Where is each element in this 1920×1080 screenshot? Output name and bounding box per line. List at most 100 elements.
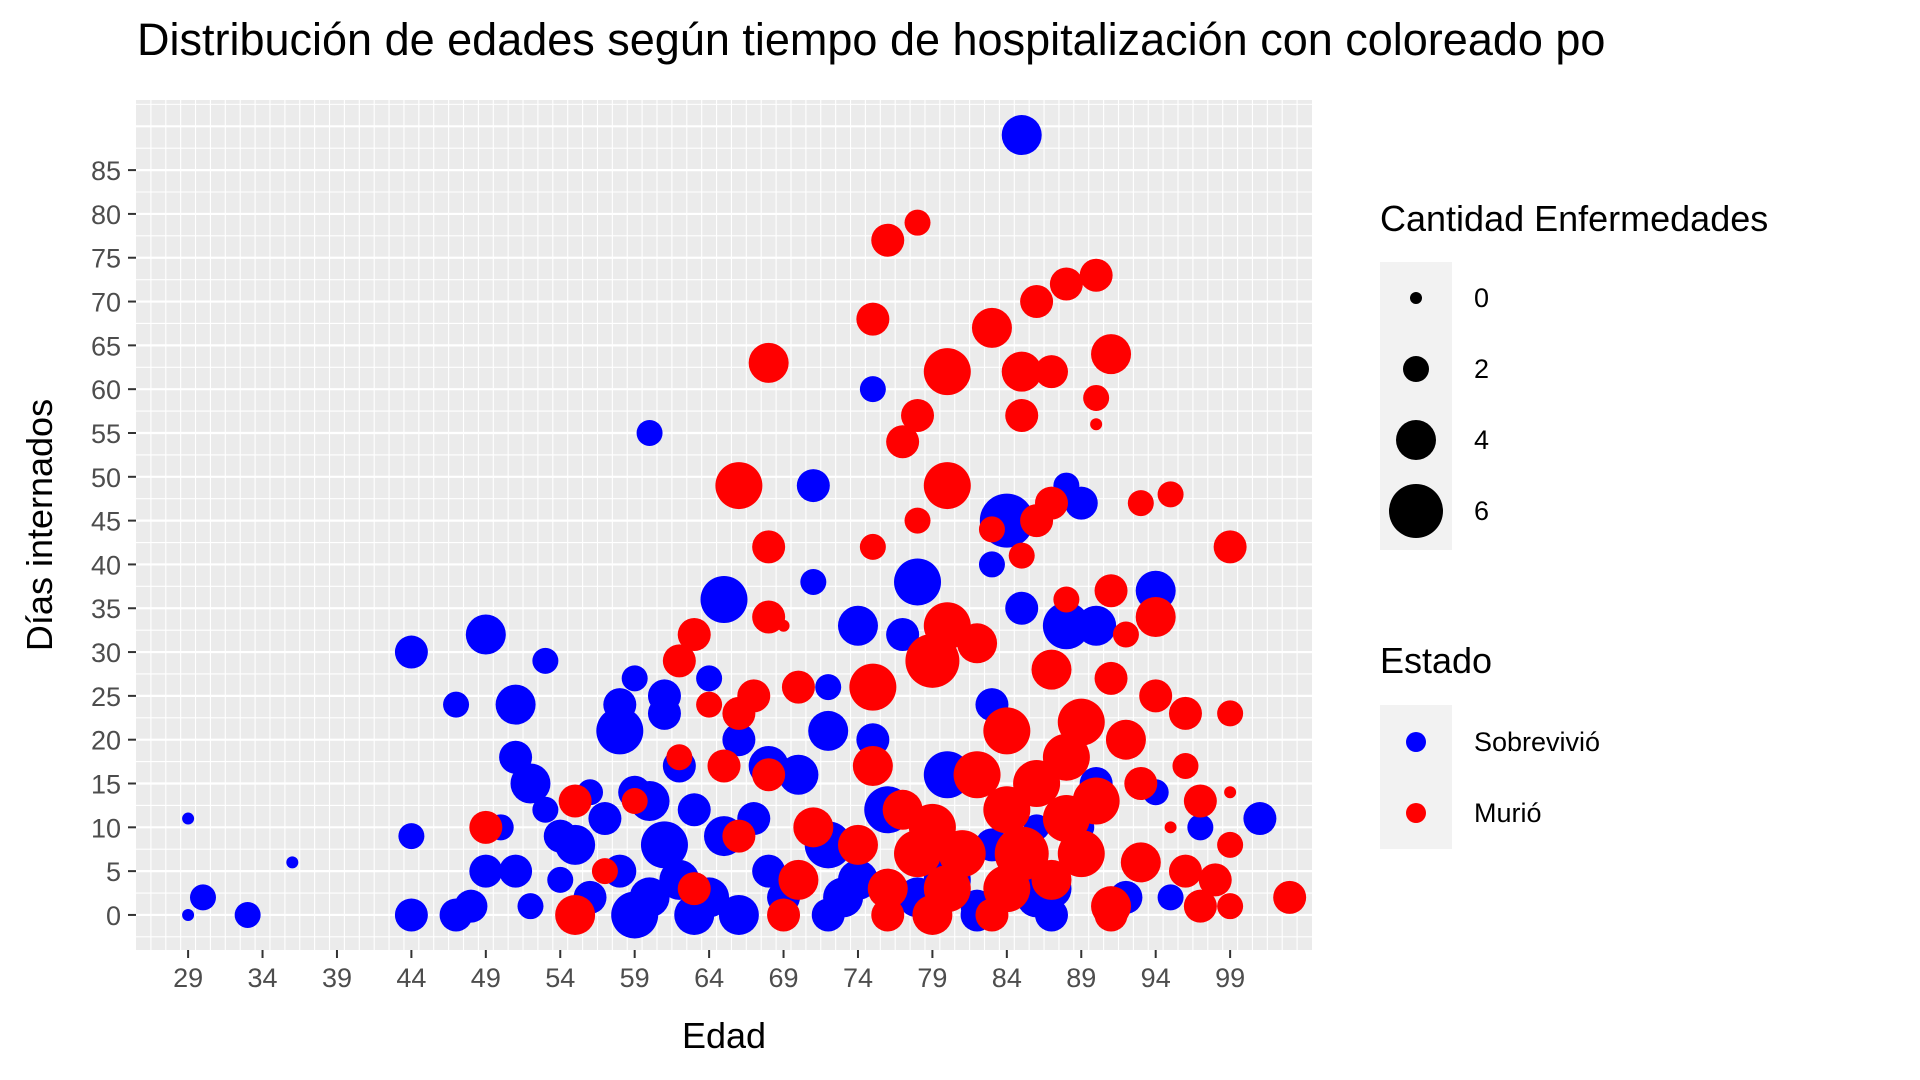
point-died xyxy=(1164,821,1177,834)
y-tick-label: 20 xyxy=(91,726,121,756)
point-survived xyxy=(894,558,942,606)
point-survived xyxy=(1005,591,1039,625)
size-legend-label: 2 xyxy=(1474,354,1490,384)
point-survived xyxy=(469,854,503,888)
point-survived xyxy=(1157,884,1184,911)
point-died xyxy=(1057,698,1105,746)
point-died xyxy=(1213,530,1247,564)
size-legend-key xyxy=(1410,292,1422,304)
point-died xyxy=(558,784,592,818)
point-died xyxy=(722,819,756,853)
point-survived xyxy=(182,908,195,921)
size-legend-label: 0 xyxy=(1474,283,1490,313)
point-died xyxy=(859,533,886,560)
x-tick-label: 74 xyxy=(843,963,873,993)
point-died xyxy=(912,894,953,935)
point-died xyxy=(1083,384,1110,411)
data-points xyxy=(182,115,1307,939)
point-died xyxy=(1168,696,1202,730)
point-died xyxy=(1079,258,1113,292)
point-survived xyxy=(1076,605,1117,646)
y-tick-label: 0 xyxy=(106,901,121,931)
point-survived xyxy=(443,691,470,718)
color-legend-title: Estado xyxy=(1380,640,1493,681)
x-axis: 29 34 39 44 49 54 59 64 69 74 79 84 89 94 99 xyxy=(173,950,1245,993)
point-died xyxy=(938,830,986,878)
point-survived xyxy=(182,812,195,825)
point-died xyxy=(1090,418,1103,431)
point-died xyxy=(781,670,815,704)
size-legend-key xyxy=(1396,420,1436,460)
point-survived xyxy=(532,796,559,823)
point-died xyxy=(778,859,819,900)
point-died xyxy=(777,619,790,632)
point-died xyxy=(591,858,618,885)
color-legend-label-died: Murió xyxy=(1474,798,1542,828)
point-survived xyxy=(886,618,920,652)
y-tick-label: 35 xyxy=(91,594,121,624)
point-survived xyxy=(532,647,559,674)
x-tick-label: 29 xyxy=(173,963,203,993)
point-died xyxy=(1001,351,1042,392)
point-died xyxy=(1217,831,1244,858)
point-survived xyxy=(517,893,544,920)
point-died xyxy=(1120,842,1161,883)
y-tick-label: 10 xyxy=(91,813,121,843)
y-tick-label: 60 xyxy=(91,375,121,405)
point-died xyxy=(722,696,756,730)
point-survived xyxy=(674,894,715,935)
point-died xyxy=(1049,267,1083,301)
point-died xyxy=(715,462,763,510)
point-survived xyxy=(588,802,622,836)
point-died xyxy=(1139,679,1173,713)
y-axis-title: Días internados xyxy=(19,399,60,651)
chart-title: Distribución de edades según tiempo de h… xyxy=(137,14,1606,65)
point-died xyxy=(904,507,931,534)
point-survived xyxy=(640,821,688,869)
point-died xyxy=(837,824,878,865)
point-survived xyxy=(394,635,428,669)
point-survived xyxy=(811,898,845,932)
point-survived xyxy=(978,551,1005,578)
point-died xyxy=(469,810,503,844)
point-died xyxy=(1031,649,1072,690)
point-died xyxy=(1020,504,1054,538)
point-died xyxy=(849,663,897,711)
point-died xyxy=(666,744,693,771)
point-died xyxy=(1034,355,1068,389)
y-tick-label: 80 xyxy=(91,200,121,230)
point-died xyxy=(1172,752,1199,779)
y-tick-label: 75 xyxy=(91,244,121,274)
x-tick-label: 69 xyxy=(769,963,799,993)
color-legend-key xyxy=(1406,803,1426,823)
point-died xyxy=(793,807,834,848)
y-tick-label: 70 xyxy=(91,288,121,318)
x-tick-label: 34 xyxy=(248,963,278,993)
color-legend-key xyxy=(1406,732,1426,752)
point-died xyxy=(901,398,935,432)
point-died xyxy=(696,691,723,718)
point-died xyxy=(1005,398,1039,432)
point-survived xyxy=(796,469,830,503)
point-died xyxy=(953,751,1001,799)
point-died xyxy=(904,209,931,236)
point-survived xyxy=(700,575,748,623)
point-died xyxy=(752,600,786,634)
point-died xyxy=(621,788,648,815)
y-tick-label: 30 xyxy=(91,638,121,668)
point-survived xyxy=(1243,802,1277,836)
point-survived xyxy=(621,665,648,692)
point-died xyxy=(923,348,971,396)
point-died xyxy=(752,530,786,564)
point-died xyxy=(1168,854,1202,888)
point-survived xyxy=(1042,602,1090,650)
point-died xyxy=(1094,661,1128,695)
point-died xyxy=(1020,285,1054,319)
point-died xyxy=(1224,786,1237,799)
point-died xyxy=(971,307,1012,348)
point-died xyxy=(1042,795,1090,843)
point-died xyxy=(983,786,1031,834)
point-died xyxy=(1183,784,1217,818)
legend-keys xyxy=(1380,262,1452,849)
x-tick-label: 89 xyxy=(1066,963,1096,993)
